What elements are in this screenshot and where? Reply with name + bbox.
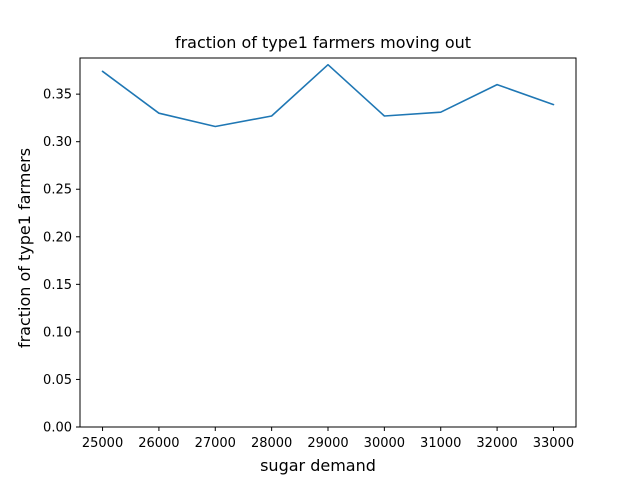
plot-frame: [79, 57, 577, 428]
x-tick-label: 32000: [476, 436, 517, 451]
y-tick-label: 0.35: [43, 88, 72, 103]
x-axis-label: sugar demand: [260, 456, 376, 475]
x-tick-label: 27000: [195, 436, 236, 451]
x-tick-label: 33000: [533, 436, 574, 451]
y-tick-label: 0.25: [43, 183, 72, 198]
y-tick-label: 0.30: [43, 135, 72, 150]
x-tick-label: 31000: [420, 436, 461, 451]
y-tick-label: 0.00: [43, 421, 72, 436]
y-tick-label: 0.15: [43, 278, 72, 293]
y-axis-label: fraction of type1 farmers: [15, 148, 34, 348]
x-tick-label: 30000: [364, 436, 405, 451]
x-axis: 25000 26000 27000 28000 29000 30000 31000 32000…: [82, 427, 574, 451]
plot-area: 25000 26000 27000 28000 29000 30000 31000 32000…: [43, 57, 577, 451]
y-tick-label: 0.05: [43, 373, 72, 388]
chart-title: fraction of type1 farmers moving out: [175, 33, 471, 52]
y-tick-label: 0.10: [43, 325, 72, 340]
x-tick-label: 26000: [138, 436, 179, 451]
x-tick-label: 29000: [307, 436, 348, 451]
x-tick-label: 28000: [251, 436, 292, 451]
y-tick-label: 0.20: [43, 230, 72, 245]
series-line: [101, 63, 555, 128]
y-axis: 0.00 0.05 0.10 0.15 0.20 0.25 0.30 0.35: [43, 88, 80, 436]
x-tick-label: 25000: [82, 436, 123, 451]
